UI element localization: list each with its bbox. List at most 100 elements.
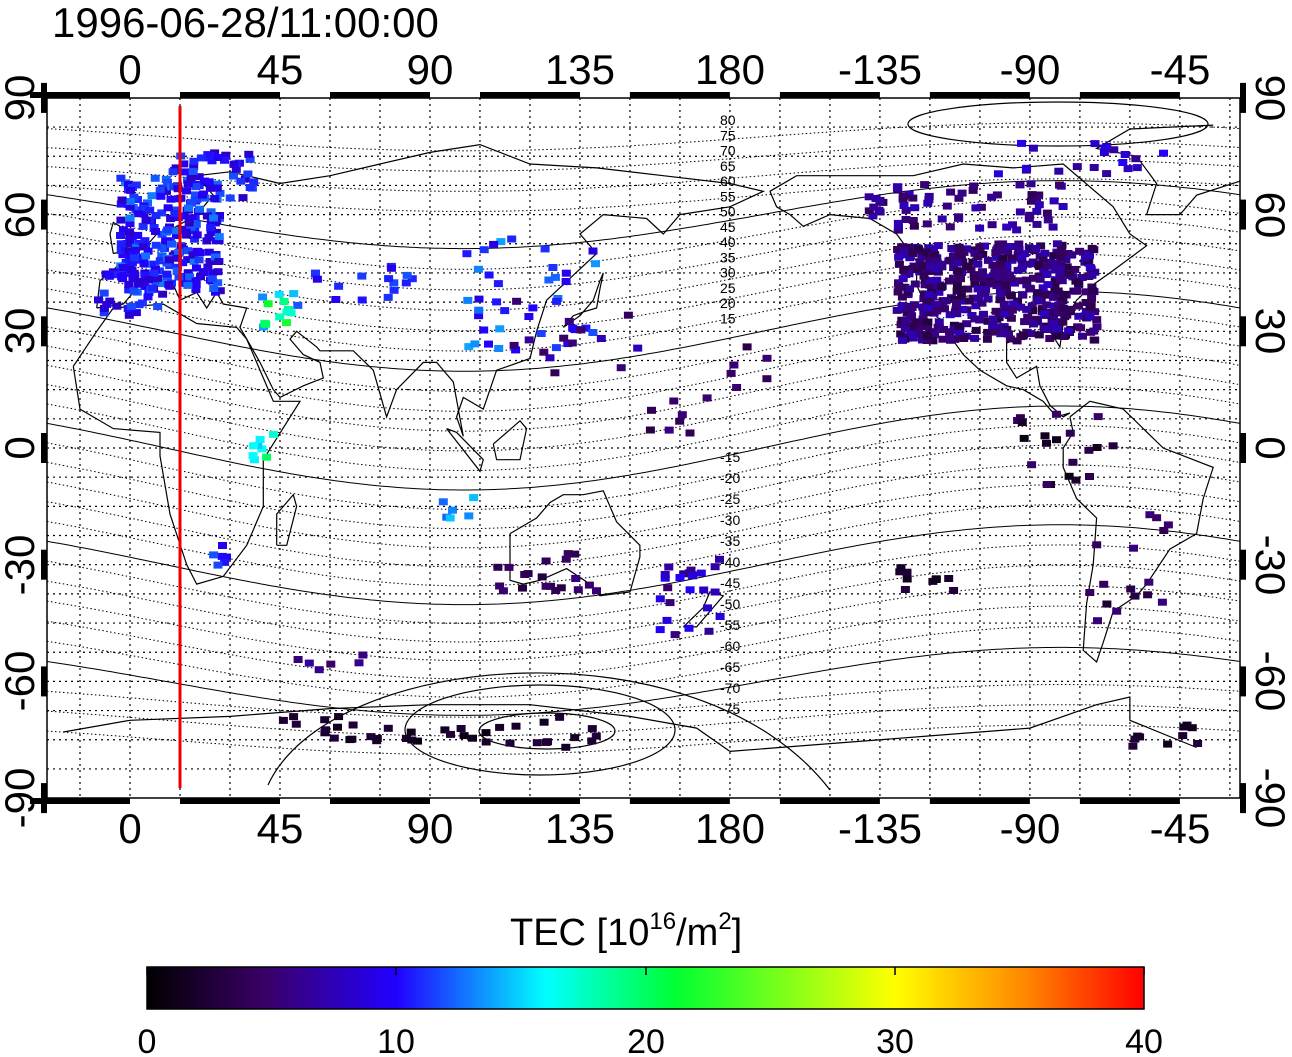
tec-cell [383,293,393,301]
tec-cell [249,178,259,186]
tec-cell [702,394,712,402]
tec-cell [924,304,934,312]
tec-cell [564,317,574,325]
tec-cell [1179,723,1189,731]
tec-cell [269,430,278,438]
tec-cell [992,282,1002,289]
tec-cell [169,227,179,235]
axis-tick-bar [180,798,280,804]
tec-cell [156,192,166,200]
tec-cell [275,313,285,321]
tec-cell [1023,313,1033,321]
tec-cell [181,228,191,236]
tec-cell [243,170,253,178]
tec-cell [1027,302,1037,310]
tec-cell [125,203,135,211]
tec-cell [495,325,505,333]
tec-cell [958,258,968,266]
tec-cell [932,276,942,284]
tec-cell [655,595,665,603]
tec-cell [954,243,964,251]
tec-cell [139,210,149,218]
tec-cell [1065,305,1075,313]
tec-cell [1016,303,1026,311]
tec-cell [973,260,983,268]
tec-cell [215,287,225,295]
tec-cell [971,326,981,334]
tec-cell [166,195,176,203]
latitude-tick-label: 60 [1247,192,1292,239]
tec-cell [194,256,204,264]
tec-cell [1006,243,1016,250]
tec-cell [138,243,148,251]
contour-label: 55 [720,188,736,204]
tec-cell [1022,164,1032,172]
tec-cell [956,275,965,283]
tec-cell [1089,327,1099,335]
tec-cell [990,267,1000,275]
tec-cell [924,192,934,200]
tec-cell [130,254,139,262]
tec-cell [532,739,542,747]
tec-cell [645,426,655,434]
axis-tick-bar [30,798,130,804]
tec-cell [1092,541,1102,549]
tec-cell [1029,274,1038,282]
tec-cell [474,312,484,320]
tec-cell [660,574,670,582]
tec-cell [1081,288,1091,296]
graticule [47,98,1240,798]
magnetic-contour [47,524,1240,606]
tec-cell [413,737,422,745]
contour-label: 30 [720,265,736,281]
tec-cell [1055,276,1065,284]
tec-cell [983,317,993,325]
longitude-tick-label: -90 [1000,805,1061,852]
tec-cell [155,186,165,194]
magnetic-contour [47,159,1240,192]
tec-cell [173,185,183,193]
tec-cell [194,205,204,213]
tec-cell [289,713,299,721]
tec-cell [665,599,675,607]
tec-cell [581,324,591,332]
contour-label: -45 [720,575,740,591]
tec-cell [117,196,127,204]
contour-label: -55 [720,617,740,633]
axis-tick-bar [929,92,1030,98]
tec-cell [291,720,301,728]
tec-cell [957,189,967,197]
tec-cell [231,165,241,173]
tec-cell [162,187,171,195]
tec-cell [183,281,193,289]
tec-cell [1187,724,1197,732]
tec-cell [124,311,134,319]
tec-cell [1042,439,1051,447]
tec-cell [184,219,194,227]
tec-cell [969,273,979,281]
tec-cell [922,248,932,256]
tec-cell [212,184,222,192]
tec-cell [704,627,714,635]
tec-cell [240,175,250,183]
axis-tick-bar [41,549,47,580]
tec-cell [153,303,163,310]
tec-cell [742,343,752,351]
tec-cell [1019,434,1029,442]
tec-cell [481,729,491,737]
tec-cell [587,725,597,733]
colorbar-title: TEC [1016/m2] [510,908,742,954]
tec-cell [1022,305,1032,313]
tec-cell [944,575,954,582]
coastline [63,696,1197,752]
tec-cell [1087,271,1097,279]
tec-cell [1090,308,1100,316]
tec-cell [970,280,980,288]
tec-cell [304,659,314,667]
tec-cell [1026,330,1036,338]
tec-cell [366,733,376,741]
tec-cell [899,265,909,273]
tec-cell [473,265,483,273]
tec-cell [906,330,916,338]
tec-cell [561,278,571,285]
